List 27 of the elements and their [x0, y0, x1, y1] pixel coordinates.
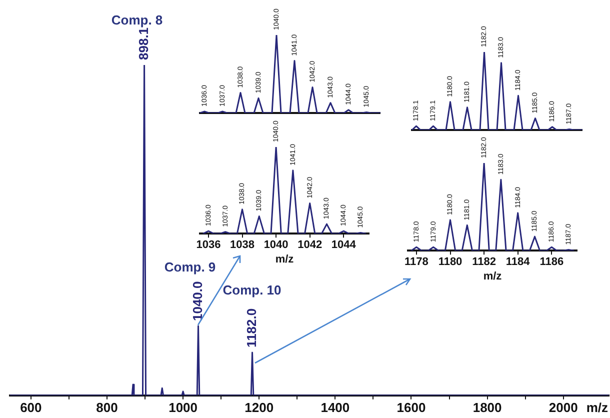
- x-tick-label: 1184: [506, 256, 531, 268]
- x-axis-title: m/z: [483, 270, 502, 282]
- x-tick-label: 1600: [396, 400, 426, 415]
- x-tick-label: 1180: [438, 256, 462, 268]
- x-tick-label: 1200: [244, 400, 274, 415]
- x-tick-label: 1036: [196, 239, 221, 252]
- x-axis-title: m/z: [275, 253, 294, 266]
- x-tick-label: 1038: [230, 239, 254, 252]
- x-tick-label: 1182: [472, 256, 496, 268]
- x-tick-label: 1040: [264, 239, 288, 252]
- x-tick-label: 1044: [331, 239, 357, 252]
- text: Comp. 8: [111, 12, 163, 28]
- x-tick-label: 600: [20, 400, 42, 415]
- x-tick-label: 1186: [540, 256, 564, 268]
- annotation: 1182.0: [244, 308, 259, 348]
- x-tick-label: 800: [96, 400, 118, 415]
- x-axis-title: m/z: [586, 400, 608, 416]
- x-tick-label: 1800: [472, 400, 502, 415]
- x-tick-label: 1042: [298, 239, 322, 252]
- x-tick-label: 1000: [168, 400, 198, 415]
- x-tick-label: 1178: [404, 256, 428, 268]
- annotation: 1040.0: [190, 281, 205, 322]
- annotation: 898.1: [136, 27, 151, 60]
- annotation: Comp. 9: [164, 260, 216, 275]
- x-tick-label: 1400: [320, 400, 350, 415]
- annotation: Comp. 10: [222, 282, 282, 298]
- x-tick-label: 2000: [548, 400, 578, 415]
